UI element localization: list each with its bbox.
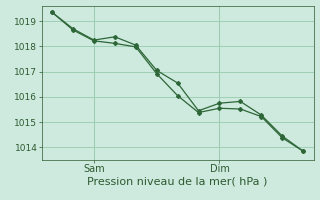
X-axis label: Pression niveau de la mer( hPa ): Pression niveau de la mer( hPa ): [87, 177, 268, 187]
